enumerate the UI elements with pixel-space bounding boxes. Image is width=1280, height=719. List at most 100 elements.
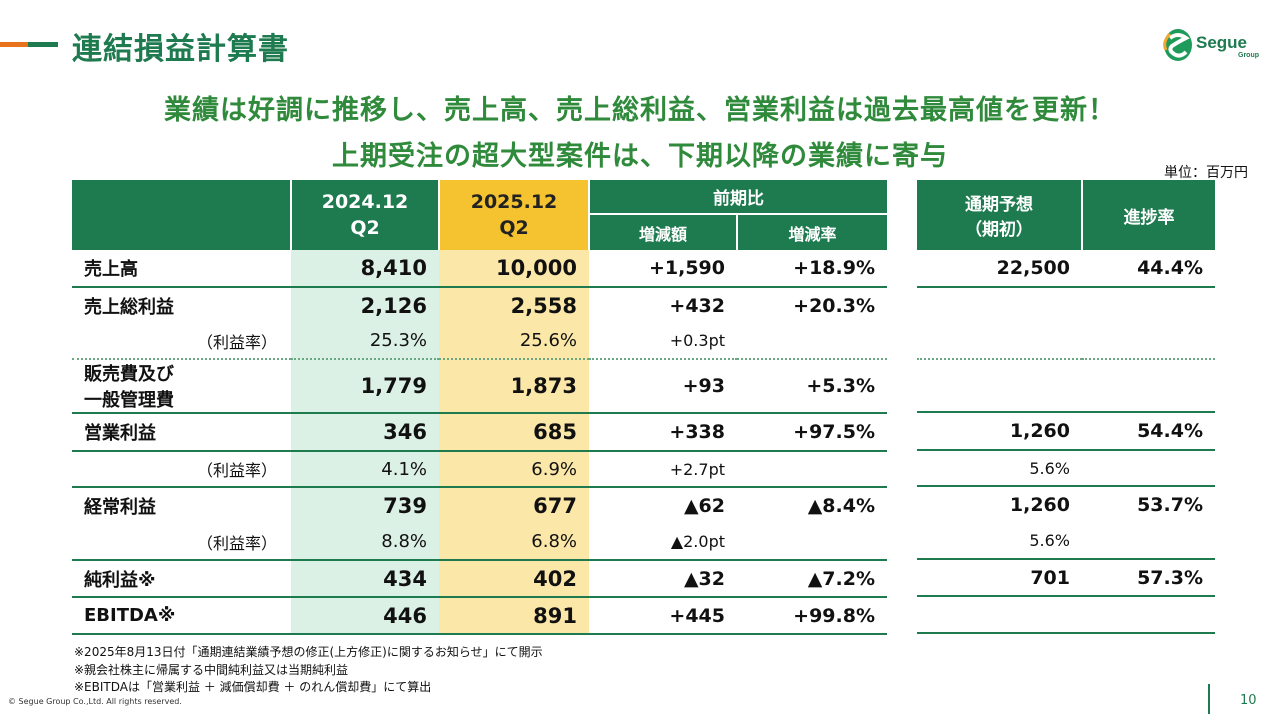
forecast-row: 701 57.3% — [917, 559, 1215, 597]
cell-forecast — [917, 287, 1082, 323]
header-forecast-line-1: 通期予想 — [965, 195, 1033, 215]
row-label: 純利益※ — [72, 560, 291, 598]
cell-progress — [1082, 287, 1215, 323]
cell-curr: 685 — [439, 413, 589, 452]
cell-rate — [737, 451, 887, 488]
logo-subtext: Group — [1238, 52, 1259, 59]
cell-prev: 446 — [291, 597, 439, 635]
cell-prev: 8.8% — [291, 524, 439, 561]
cell-forecast: 22,500 — [917, 250, 1082, 288]
table-row: 営業利益 346 685 +338 +97.5% — [72, 413, 887, 452]
table-row: 販売費及び 一般管理費 1,779 1,873 +93 +5.3% — [72, 359, 887, 414]
row-label: 売上総利益 — [84, 296, 174, 318]
header-curr-period: 2025.12 Q2 — [438, 180, 589, 250]
cell-diff: +2.7pt — [589, 451, 737, 488]
cell-prev: 25.3% — [291, 323, 439, 360]
header-yoy: 前期比 — [588, 180, 887, 215]
row-label-ratio: （利益率） — [72, 323, 291, 360]
copyright: © Segue Group Co.,Ltd. All rights reserv… — [8, 697, 182, 706]
pl-main-table: 2024.12 Q2 2025.12 Q2 前期比 増減額 増減率 売上高 8,… — [72, 180, 887, 635]
header-prev-quarter: Q2 — [350, 217, 380, 239]
row-label: 経常利益 — [84, 497, 156, 518]
cell-progress: 53.7% — [1137, 494, 1203, 516]
cell-rate — [737, 524, 887, 561]
cell-curr: 1,873 — [439, 359, 589, 414]
header-diff: 増減額 — [588, 214, 737, 250]
cell-rate: ▲8.4% — [807, 495, 875, 517]
cell-diff: +0.3pt — [589, 323, 737, 360]
segue-logo-icon: Segue Group — [1163, 29, 1259, 61]
forecast-row: 5.6% — [917, 523, 1215, 560]
header-forecast: 通期予想 （期初） — [917, 180, 1082, 250]
table-row: 経常利益 739 677 ▲62 ▲8.4% — [72, 487, 887, 524]
page-title: 連結損益計算書 — [72, 32, 289, 67]
header-forecast-line-2: （期初） — [965, 220, 1033, 240]
cell-progress: 54.4% — [1082, 412, 1215, 451]
row-label-sga: 販売費及び 一般管理費 — [72, 359, 291, 414]
page-number: 10 — [1240, 693, 1257, 708]
title-accent-orange — [0, 42, 28, 47]
cell-diff: +445 — [589, 597, 737, 635]
forecast-row: 1,260 54.4% — [917, 412, 1215, 451]
cell-rate: +5.3% — [737, 359, 887, 414]
cell-diff: +93 — [589, 359, 737, 414]
cell-rate — [737, 323, 887, 360]
cell-progress: 44.4% — [1082, 250, 1215, 288]
cell-progress — [1082, 359, 1215, 413]
cell-diff: ▲32 — [589, 560, 737, 598]
table-row: 純利益※ 434 402 ▲32 ▲7.2% — [72, 560, 887, 598]
forecast-row — [917, 323, 1215, 360]
logo-text: Segue — [1196, 33, 1247, 52]
cell-diff: ▲2.0pt — [589, 524, 737, 561]
row-label-line-1: 販売費及び — [84, 364, 174, 385]
row-label: 営業利益 — [72, 413, 291, 452]
segue-logo: Segue Group — [1160, 24, 1270, 66]
header-progress: 進捗率 — [1081, 180, 1215, 250]
cell-curr: 6.8% — [439, 524, 589, 561]
header-item-blank — [72, 180, 291, 250]
cell-prev: 2,126 — [291, 287, 439, 323]
cell-curr: 891 — [439, 597, 589, 635]
table-row: （利益率） 4.1% 6.9% +2.7pt — [72, 451, 887, 488]
cell-forecast: 701 — [917, 559, 1082, 597]
cell-curr: 402 — [439, 560, 589, 598]
header-curr-year: 2025.12 — [470, 191, 558, 213]
table-row: （利益率） 25.3% 25.6% +0.3pt — [72, 323, 887, 360]
forecast-row — [917, 359, 1215, 413]
footnote: ※EBITDAは「営業利益 ＋ 減価償却費 ＋ のれん償却費」にて算出 — [74, 680, 432, 694]
forecast-row: 5.6% — [917, 450, 1215, 487]
cell-forecast — [917, 323, 1082, 360]
footnote: ※親会社株主に帰属する中間純利益又は当期純利益 — [74, 662, 349, 677]
header-prev-period: 2024.12 Q2 — [290, 180, 439, 250]
cell-rate: +97.5% — [737, 413, 887, 452]
cell-forecast: 1,260 — [1009, 494, 1070, 516]
cell-diff: +432 — [669, 294, 725, 317]
cell-progress — [1082, 596, 1215, 634]
cell-forecast — [917, 596, 1082, 634]
forecast-table: 通期予想 （期初） 進捗率 22,500 44.4% 1,260 54.4% 5… — [917, 180, 1215, 634]
cell-forecast: 1,260 — [917, 412, 1082, 451]
cell-curr: 677 — [439, 487, 589, 524]
row-label: EBITDA※ — [72, 597, 291, 635]
table-row: 売上高 8,410 10,000 +1,590 +18.9% — [72, 250, 887, 288]
cell-rate: +20.3% — [793, 294, 875, 317]
cell-curr: 25.6% — [439, 323, 589, 360]
forecast-row — [917, 596, 1215, 634]
cell-curr: 2,558 — [439, 287, 589, 323]
cell-prev: 8,410 — [291, 250, 439, 288]
cell-progress: 57.3% — [1082, 559, 1215, 597]
footnotes: ※2025年8月13日付「通期連結業績予想の修正(上方修正)に関するお知らせ」に… — [74, 644, 543, 697]
cell-forecast: 5.6% — [917, 450, 1082, 487]
header-curr-quarter: Q2 — [499, 217, 529, 239]
cell-prev: 1,779 — [291, 359, 439, 414]
cell-diff: +1,590 — [589, 250, 737, 288]
forecast-row — [917, 287, 1215, 323]
cell-rate: +18.9% — [737, 250, 887, 288]
cell-forecast — [917, 359, 1082, 413]
cell-prev: 346 — [291, 413, 439, 452]
table-row: 売上総利益 2,126 2,558 +432 +20.3% — [72, 287, 887, 323]
footnote: ※2025年8月13日付「通期連結業績予想の修正(上方修正)に関するお知らせ」に… — [74, 645, 543, 659]
table-row: EBITDA※ 446 891 +445 +99.8% — [72, 597, 887, 635]
row-label-ratio: （利益率） — [72, 524, 291, 561]
headline-line-1: 業績は好調に推移し、売上高、売上総利益、営業利益は過去最高値を更新！ — [164, 95, 1116, 126]
